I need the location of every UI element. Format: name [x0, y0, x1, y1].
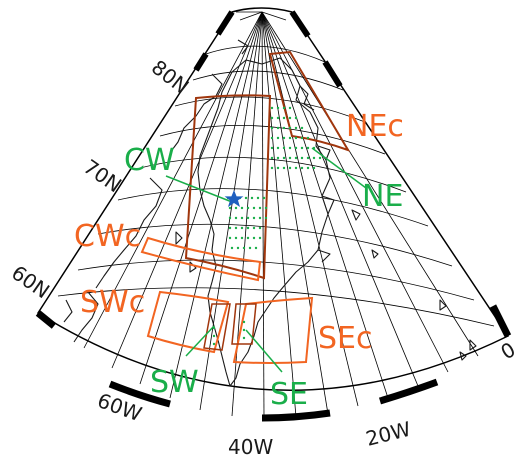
region-label-cw: CW	[124, 143, 175, 178]
lat-label-60n: 60N	[7, 260, 54, 303]
cwc-box	[140, 236, 262, 282]
map-frame	[35, 7, 512, 422]
region-label-ne: NE	[362, 179, 403, 214]
lon-label-20w: 20W	[363, 417, 413, 451]
graticule-meridians	[83, 11, 479, 419]
label-leaders	[165, 147, 367, 373]
region-boxes-orange	[140, 50, 351, 364]
region-labels: NEc NE CW CWc SWc SW SE SEc	[74, 109, 404, 412]
region-label-swc: SWc	[80, 285, 145, 320]
star-icon	[224, 190, 244, 207]
lon-label-40w: 40W	[228, 435, 273, 459]
swc-box	[146, 290, 230, 354]
region-label-se: SE	[270, 377, 308, 412]
region-label-sw: SW	[150, 365, 199, 400]
sec-box	[232, 296, 314, 364]
nec-box	[268, 50, 351, 152]
ne-transect-points	[270, 106, 322, 170]
cw-leader	[165, 175, 233, 203]
se-leader	[245, 329, 283, 373]
cw-transect-points	[226, 196, 268, 250]
region-label-nec: NEc	[346, 109, 404, 144]
cw-box	[184, 94, 272, 280]
region-label-cwc: CWc	[74, 219, 141, 254]
region-label-sec: SEc	[318, 321, 373, 356]
data-points	[212, 106, 322, 346]
ne-leader	[311, 147, 367, 189]
lon-label-0: 0	[497, 337, 518, 364]
sw-se-points	[212, 320, 246, 346]
greenland-coastline	[63, 39, 477, 387]
sw-leader	[185, 325, 215, 357]
